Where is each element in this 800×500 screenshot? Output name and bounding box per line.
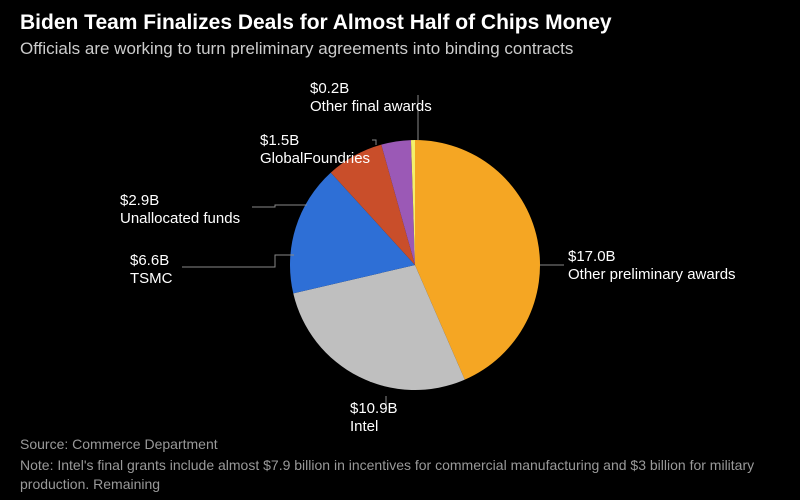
slice-value: $6.6B bbox=[130, 252, 173, 271]
page-title: Biden Team Finalizes Deals for Almost Ha… bbox=[20, 10, 780, 35]
slice-value: $10.9B bbox=[350, 400, 398, 419]
pie-chart: $17.0BOther preliminary awards$10.9BInte… bbox=[20, 70, 780, 430]
leader-line bbox=[182, 255, 294, 267]
page-subtitle: Officials are working to turn preliminar… bbox=[20, 39, 780, 59]
chart-footer: Source: Commerce Department Note: Intel'… bbox=[20, 435, 780, 494]
slice-value: $0.2B bbox=[310, 80, 432, 99]
slice-label: $0.2BOther final awards bbox=[310, 80, 432, 118]
slice-name: Unallocated funds bbox=[120, 210, 240, 229]
note-text: Note: Intel's final grants include almos… bbox=[20, 456, 780, 494]
slice-name: Other final awards bbox=[310, 98, 432, 117]
slice-label: $1.5BGlobalFoundries bbox=[260, 132, 370, 170]
slice-label: $2.9BUnallocated funds bbox=[120, 192, 240, 230]
slice-name: Other preliminary awards bbox=[568, 266, 736, 285]
slice-value: $1.5B bbox=[260, 132, 370, 151]
pie-svg bbox=[290, 140, 540, 390]
slice-name: Intel bbox=[350, 418, 398, 437]
slice-value: $17.0B bbox=[568, 248, 736, 267]
slice-label: $6.6BTSMC bbox=[130, 252, 173, 290]
slice-value: $2.9B bbox=[120, 192, 240, 211]
source-text: Source: Commerce Department bbox=[20, 435, 780, 454]
slice-name: GlobalFoundries bbox=[260, 150, 370, 169]
slice-label: $17.0BOther preliminary awards bbox=[568, 248, 736, 286]
slice-label: $10.9BIntel bbox=[350, 400, 398, 438]
slice-name: TSMC bbox=[130, 270, 173, 289]
